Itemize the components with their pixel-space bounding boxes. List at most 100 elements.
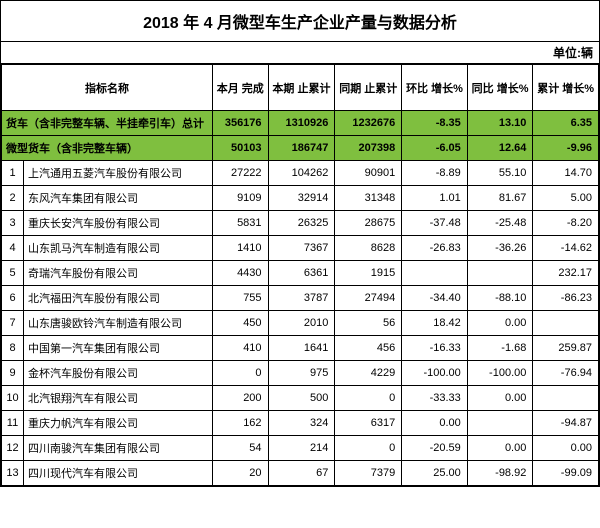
cell: 0.00 <box>533 436 599 461</box>
row-index: 10 <box>2 386 24 411</box>
cell: -100.00 <box>402 361 468 386</box>
cell: -8.35 <box>402 111 468 136</box>
cell: 7367 <box>268 236 335 261</box>
row-index: 9 <box>2 361 24 386</box>
cell: 81.67 <box>467 186 533 211</box>
cell: 232.17 <box>533 261 599 286</box>
table-row: 12四川南骏汽车集团有限公司542140-20.590.000.00 <box>2 436 599 461</box>
row-index: 6 <box>2 286 24 311</box>
highlight-row: 微型货车（含非完整车辆）50103186747207398-6.0512.64-… <box>2 136 599 161</box>
row-index: 1 <box>2 161 24 186</box>
cell: 26325 <box>268 211 335 236</box>
cell: 207398 <box>335 136 402 161</box>
cell: 32914 <box>268 186 335 211</box>
cell <box>467 261 533 286</box>
table-row: 10北汽银翔汽车有限公司2005000-33.330.00 <box>2 386 599 411</box>
table-row: 6北汽福田汽车股份有限公司755378727494-34.40-88.10-86… <box>2 286 599 311</box>
cell: 1310926 <box>268 111 335 136</box>
cell: 18.42 <box>402 311 468 336</box>
row-index: 2 <box>2 186 24 211</box>
data-table: 指标名称 本月 完成 本期 止累计 同期 止累计 环比 增长% 同比 增长% 累… <box>1 64 599 486</box>
cell: -6.05 <box>402 136 468 161</box>
table-row: 3重庆长安汽车股份有限公司58312632528675-37.48-25.48-… <box>2 211 599 236</box>
table-row: 2东风汽车集团有限公司910932914313481.0181.675.00 <box>2 186 599 211</box>
row-name: 金杯汽车股份有限公司 <box>24 361 213 386</box>
cell: 27222 <box>213 161 269 186</box>
cell: 0.00 <box>467 386 533 411</box>
row-name: 北汽银翔汽车有限公司 <box>24 386 213 411</box>
cell: 456 <box>335 336 402 361</box>
cell: -8.20 <box>533 211 599 236</box>
cell: 200 <box>213 386 269 411</box>
col-c5: 同比 增长% <box>467 65 533 111</box>
cell: -98.92 <box>467 461 533 486</box>
cell: -94.87 <box>533 411 599 436</box>
cell: -34.40 <box>402 286 468 311</box>
cell: 27494 <box>335 286 402 311</box>
cell: -8.89 <box>402 161 468 186</box>
cell: 56 <box>335 311 402 336</box>
col-c2: 本期 止累计 <box>268 65 335 111</box>
col-c3: 同期 止累计 <box>335 65 402 111</box>
row-index: 5 <box>2 261 24 286</box>
cell: 324 <box>268 411 335 436</box>
cell: 0.00 <box>402 411 468 436</box>
page-title: 2018 年 4 月微型车生产企业产量与数据分析 <box>1 1 599 42</box>
cell: 1.01 <box>402 186 468 211</box>
row-name: 中国第一汽车集团有限公司 <box>24 336 213 361</box>
cell: -86.23 <box>533 286 599 311</box>
row-name: 北汽福田汽车股份有限公司 <box>24 286 213 311</box>
cell: 0 <box>335 386 402 411</box>
cell: 14.70 <box>533 161 599 186</box>
row-name: 山东凯马汽车制造有限公司 <box>24 236 213 261</box>
row-index: 7 <box>2 311 24 336</box>
cell <box>533 386 599 411</box>
cell: 67 <box>268 461 335 486</box>
cell: 6.35 <box>533 111 599 136</box>
table-row: 1上汽通用五菱汽车股份有限公司2722210426290901-8.8955.1… <box>2 161 599 186</box>
cell: 4430 <box>213 261 269 286</box>
cell: 0 <box>335 436 402 461</box>
cell: -99.09 <box>533 461 599 486</box>
row-name: 重庆力帆汽车有限公司 <box>24 411 213 436</box>
row-name: 四川现代汽车有限公司 <box>24 461 213 486</box>
cell: 8628 <box>335 236 402 261</box>
col-c6: 累计 增长% <box>533 65 599 111</box>
cell: 3787 <box>268 286 335 311</box>
cell: 186747 <box>268 136 335 161</box>
cell: -9.96 <box>533 136 599 161</box>
row-name: 山东唐骏欧铃汽车制造有限公司 <box>24 311 213 336</box>
cell <box>467 411 533 436</box>
row-index: 8 <box>2 336 24 361</box>
cell: 6361 <box>268 261 335 286</box>
cell: 500 <box>268 386 335 411</box>
cell <box>533 311 599 336</box>
cell: 50103 <box>213 136 269 161</box>
cell: -33.33 <box>402 386 468 411</box>
cell: 259.87 <box>533 336 599 361</box>
cell: 9109 <box>213 186 269 211</box>
unit-label: 单位:辆 <box>1 42 599 64</box>
cell: 12.64 <box>467 136 533 161</box>
col-name: 指标名称 <box>2 65 213 111</box>
cell: -88.10 <box>467 286 533 311</box>
cell: -16.33 <box>402 336 468 361</box>
cell: 13.10 <box>467 111 533 136</box>
cell: 31348 <box>335 186 402 211</box>
cell: 1232676 <box>335 111 402 136</box>
cell: -1.68 <box>467 336 533 361</box>
cell: 0.00 <box>467 436 533 461</box>
row-index: 3 <box>2 211 24 236</box>
col-c4: 环比 增长% <box>402 65 468 111</box>
cell: -100.00 <box>467 361 533 386</box>
cell: 410 <box>213 336 269 361</box>
cell: 0.00 <box>467 311 533 336</box>
cell: 214 <box>268 436 335 461</box>
cell: 975 <box>268 361 335 386</box>
row-index: 4 <box>2 236 24 261</box>
cell: -14.62 <box>533 236 599 261</box>
cell: -26.83 <box>402 236 468 261</box>
row-name: 东风汽车集团有限公司 <box>24 186 213 211</box>
cell: 356176 <box>213 111 269 136</box>
row-name: 货车（含非完整车辆、半挂牵引车）总计 <box>2 111 213 136</box>
